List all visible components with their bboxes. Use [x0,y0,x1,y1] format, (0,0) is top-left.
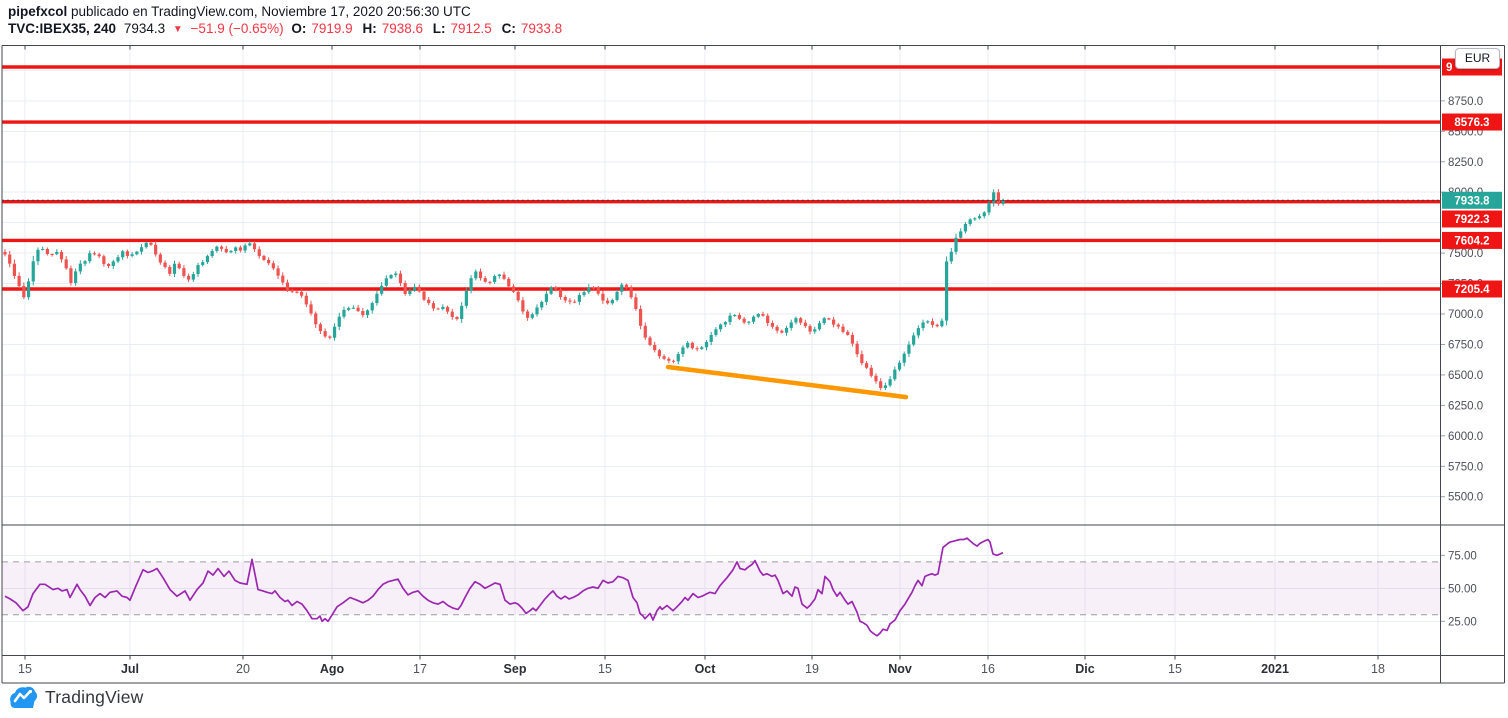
svg-text:Dic: Dic [1075,662,1095,676]
svg-text:8750.0: 8750.0 [1448,96,1483,108]
open-value: O: 7919.9 [291,21,353,36]
svg-text:7604.2: 7604.2 [1454,235,1489,247]
currency-button[interactable]: EUR [1455,48,1500,69]
last-price: 7934.3 [123,21,166,36]
symbol-interval: TVC:IBEX35, 240 [8,21,117,36]
svg-text:6500.0: 6500.0 [1448,370,1483,382]
tradingview-logo-icon [10,686,37,708]
down-triangle-icon: ▼ [172,24,183,35]
svg-text:25.00: 25.00 [1448,616,1477,628]
svg-text:19: 19 [805,662,819,676]
svg-text:15: 15 [18,662,32,676]
byline-text: publicado en TradingView.com, Noviembre … [67,4,471,19]
svg-text:20: 20 [236,662,250,676]
svg-text:2021: 2021 [1261,662,1289,676]
high-value: H: 7938.6 [362,21,423,36]
svg-text:15: 15 [1168,662,1182,676]
price-change: −51.9 (−0.65%) [190,21,284,36]
svg-text:6000.0: 6000.0 [1448,431,1483,443]
svg-text:Sep: Sep [504,662,527,676]
svg-text:6250.0: 6250.0 [1448,400,1483,412]
svg-text:Ago: Ago [320,662,345,676]
svg-text:5500.0: 5500.0 [1448,492,1483,504]
svg-text:50.00: 50.00 [1448,583,1477,595]
byline: pipefxcol publicado en TradingView.com, … [8,3,471,20]
svg-text:17: 17 [413,662,427,676]
svg-text:15: 15 [598,662,612,676]
svg-text:8250.0: 8250.0 [1448,157,1483,169]
svg-text:7922.3: 7922.3 [1454,214,1489,226]
tradingview-wordmark: TradingView [45,687,144,707]
close-value: C: 7933.8 [501,21,563,36]
svg-text:18: 18 [1371,662,1385,676]
svg-text:7500.0: 7500.0 [1448,248,1483,260]
symbol-line: TVC:IBEX35, 240 7934.3 ▼ −51.9 (−0.65%) … [8,20,568,39]
svg-text:6750.0: 6750.0 [1448,339,1483,351]
svg-text:7205.4: 7205.4 [1454,284,1490,296]
svg-text:Oct: Oct [695,662,717,676]
svg-text:Nov: Nov [888,662,912,676]
low-value: L: 7912.5 [432,21,492,36]
svg-text:7933.8: 7933.8 [1454,195,1490,207]
svg-text:7000.0: 7000.0 [1448,309,1483,321]
svg-text:Jul: Jul [121,662,139,676]
svg-text:5750.0: 5750.0 [1448,461,1483,473]
tradingview-logo[interactable]: TradingView [10,686,144,709]
svg-text:8576.3: 8576.3 [1454,117,1489,129]
svg-text:9: 9 [1446,62,1452,74]
author-name: pipefxcol [8,4,68,19]
svg-text:16: 16 [981,662,995,676]
svg-text:75.00: 75.00 [1448,550,1477,562]
